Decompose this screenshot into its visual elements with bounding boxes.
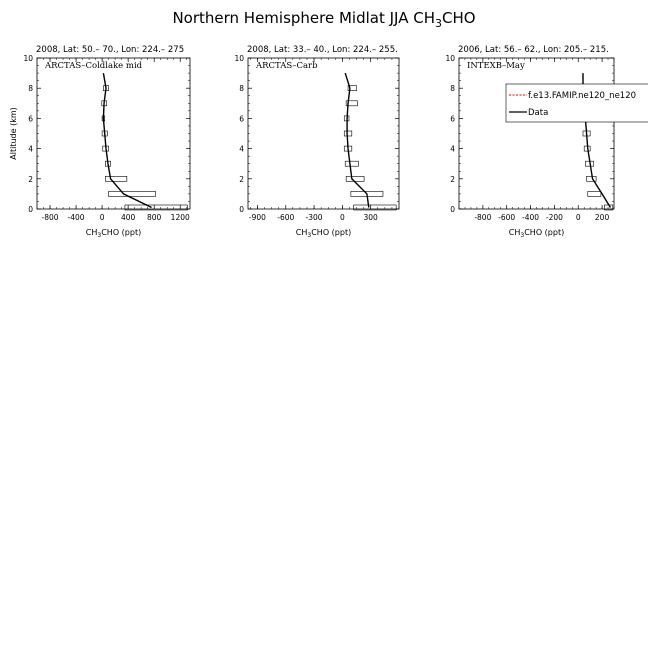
y-tick-label: 8: [28, 84, 33, 93]
range-box: [586, 176, 597, 182]
inset-label: INTEXB–May: [467, 61, 525, 71]
range-box: [108, 191, 156, 197]
y-tick-label: 6: [28, 114, 33, 123]
y-tick-label: 0: [28, 205, 33, 214]
x-tick-label: -300: [306, 213, 323, 222]
x-axis-label: CH3CHO (ppt): [509, 228, 564, 239]
plot-frame: [247, 57, 400, 210]
figure-title: Northern Hemisphere Midlat JJA CH3CHO: [172, 9, 475, 30]
range-box: [587, 191, 602, 197]
y-tick-label: 8: [239, 84, 244, 93]
x-tick-label: 0: [100, 213, 105, 222]
x-tick-label: -600: [498, 213, 515, 222]
range-box: [345, 100, 358, 107]
panel-title: 2006, Lat: 56.– 62., Lon: 205.– 215.: [458, 45, 609, 55]
y-tick-label: 2: [28, 175, 33, 184]
x-tick-label: -600: [277, 213, 294, 222]
range-box: [124, 204, 188, 211]
data-line: [344, 72, 370, 208]
x-tick-label: 0: [576, 213, 581, 222]
plot-frame: [458, 57, 615, 210]
x-tick-label: -900: [249, 213, 266, 222]
y-tick-label: 4: [239, 145, 244, 154]
range-box: [105, 176, 128, 182]
data-line: [102, 72, 152, 209]
y-tick-label: 10: [23, 54, 33, 63]
legend-label-model: f.e13.FAMIP.ne120_ne120: [528, 91, 636, 101]
x-tick-label: -800: [474, 213, 491, 222]
inset-label: ARCTAS–Coldlake mid: [44, 61, 143, 71]
range-box: [353, 204, 397, 211]
y-tick-label: 4: [28, 145, 33, 154]
x-tick-label: 800: [147, 213, 162, 222]
legend-box: [505, 83, 648, 123]
legend-label-data: Data: [528, 108, 548, 118]
range-box: [343, 130, 353, 137]
x-tick-label: -400: [68, 213, 85, 222]
y-tick-label: 8: [450, 84, 455, 93]
range-box: [344, 160, 359, 167]
panel-2: 2008, Lat: 33.– 40., Lon: 224.– 255. ARCT…: [234, 45, 400, 239]
y-tick-label: 0: [450, 205, 455, 214]
legend: f.e13.FAMIP.ne120_ne120 Data: [505, 83, 648, 123]
x-tick-label: 400: [121, 213, 136, 222]
y-tick-label: 10: [445, 54, 455, 63]
panel-title: 2008, Lat: 33.– 40., Lon: 224.– 255.: [247, 45, 398, 55]
range-box: [347, 85, 357, 91]
x-tick-label: 300: [364, 213, 379, 222]
x-axis-label: CH3CHO (ppt): [296, 228, 351, 239]
panel-1: 2008, Lat: 50.– 70., Lon: 224.– 275 ARCTA…: [9, 45, 191, 239]
y-tick-label: 2: [450, 175, 455, 184]
y-tick-label: 6: [450, 114, 455, 123]
inset-label: ARCTAS–Carb: [255, 61, 318, 71]
x-tick-label: 0: [340, 213, 345, 222]
x-tick-label: -400: [522, 213, 539, 222]
plot-frame: [36, 57, 191, 210]
x-tick-label: 1200: [171, 213, 190, 222]
y-tick-label: 10: [234, 54, 244, 63]
x-axis-label: CH3CHO (ppt): [86, 228, 141, 239]
y-tick-label: 6: [239, 114, 244, 123]
range-box: [345, 176, 365, 182]
y-tick-label: 0: [239, 205, 244, 214]
panel-title: 2008, Lat: 50.– 70., Lon: 224.– 275: [36, 45, 184, 55]
x-tick-label: -800: [42, 213, 59, 222]
panel-3: 2006, Lat: 56.– 62., Lon: 205.– 215. INTE…: [445, 45, 615, 239]
x-tick-label: 200: [595, 213, 610, 222]
y-tick-label: 2: [239, 175, 244, 184]
y-tick-label: 4: [450, 145, 455, 154]
x-tick-label: -200: [546, 213, 563, 222]
y-axis-label: Altitude (km): [9, 107, 18, 159]
